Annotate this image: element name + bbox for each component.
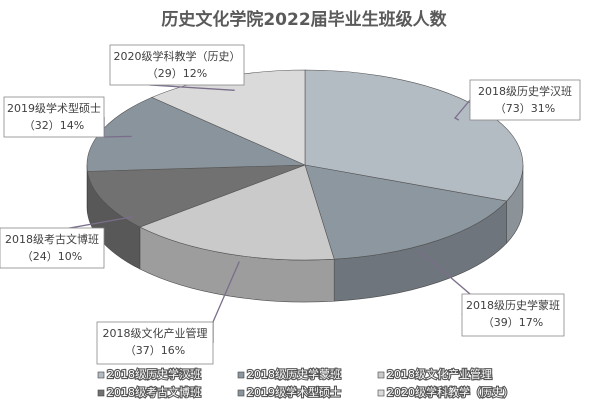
slice <box>87 164 306 228</box>
chart-title: 历史文化学院2022届毕业生班级人数 <box>161 9 447 30</box>
legend-label: 2018级历史学蒙班 <box>247 367 341 381</box>
callout-category: 2018级考古文博班 <box>5 232 99 246</box>
callout-category: 2018级历史学蒙班 <box>466 298 560 312</box>
callout-box <box>461 293 565 337</box>
callout-box <box>0 227 105 269</box>
legend-label: 2018级文化产业管理 <box>387 367 492 381</box>
callout-category: 2018级历史学汉班 <box>478 84 572 98</box>
callout-box <box>109 44 245 86</box>
callout-category: 2020级学科教学（历史） <box>114 49 241 63</box>
callout-value: （37）16% <box>125 344 185 357</box>
callout-box <box>469 79 581 121</box>
callout-value: （32）14% <box>24 119 84 132</box>
legend-swatch <box>237 371 245 379</box>
legend-label: 2019级学术型硕士 <box>247 385 341 399</box>
legend-label: 2018级历史学汉班 <box>107 367 201 381</box>
callout-category: 2018级文化产业管理 <box>103 326 208 340</box>
callout-value: （73）31% <box>495 102 555 115</box>
callout-value: （39）17% <box>483 316 543 329</box>
legend-label: 2020级学科教学（历史） <box>387 385 514 399</box>
legend-swatch <box>97 389 105 397</box>
callout-box <box>96 321 214 365</box>
callout-box <box>3 96 105 138</box>
slice-shade <box>139 227 335 302</box>
leader-line <box>453 99 471 121</box>
legend-swatch <box>237 389 245 397</box>
slice-shade <box>506 165 523 244</box>
legend-swatch <box>377 389 385 397</box>
callout-value: （29）12% <box>147 67 207 80</box>
legend-swatch <box>377 371 385 379</box>
legend-swatch <box>97 371 105 379</box>
callout-category: 2019级学术型硕士 <box>7 101 101 115</box>
slice <box>304 164 508 260</box>
callout-value: （24）10% <box>22 250 82 263</box>
legend-label: 2018级考古文博班 <box>107 385 201 399</box>
slice <box>139 164 335 261</box>
